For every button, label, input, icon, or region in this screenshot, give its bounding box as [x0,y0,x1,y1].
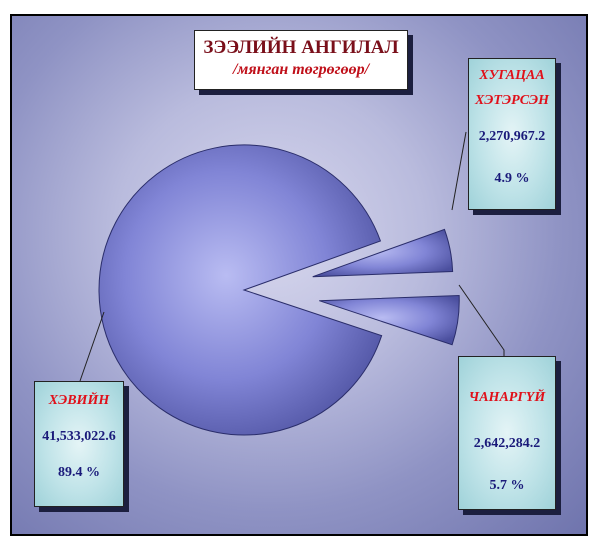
slice-percent-overdue: 4.9 % [494,171,530,186]
leader-line-normal [79,311,105,382]
data-label-overdue: ХУГАЦАА ХЭТЭРСЭН 2,270,967.2 4.9 % [468,58,556,210]
slice-percent-bad: 5.7 % [489,478,525,493]
slice-name-normal: ХЭВИЙН [48,393,110,408]
leader-line-overdue [451,131,467,211]
slice-value-overdue: 2,270,967.2 [478,129,546,144]
slice-name-bad: ЧАНАРГҮЙ [468,390,546,405]
pie-slice-normal [98,144,383,436]
slice-name-overdue-line2: ХЭТЭРСЭН [474,93,550,108]
pie-slice-overdue [312,228,454,278]
data-label-bad: ЧАНАРГҮЙ 2,642,284.2 5.7 % [458,356,556,510]
data-label-normal: ХЭВИЙН 41,533,022.6 89.4 % [34,381,124,507]
chart-subtitle: /мянган төгрөгөөр/ [232,61,370,78]
leader-line-bad [458,284,505,356]
slice-value-bad: 2,642,284.2 [473,436,541,451]
slice-name-overdue-line1: ХУГАЦАА [479,68,545,83]
chart-title: ЗЭЭЛИЙН АНГИЛАЛ [203,37,399,58]
pie-slice-bad [319,294,460,346]
slice-value-normal: 41,533,022.6 [42,429,116,444]
chart-title-box: ЗЭЭЛИЙН АНГИЛАЛ /мянган төгрөгөөр/ [194,30,408,90]
slice-percent-normal: 89.4 % [58,465,100,480]
